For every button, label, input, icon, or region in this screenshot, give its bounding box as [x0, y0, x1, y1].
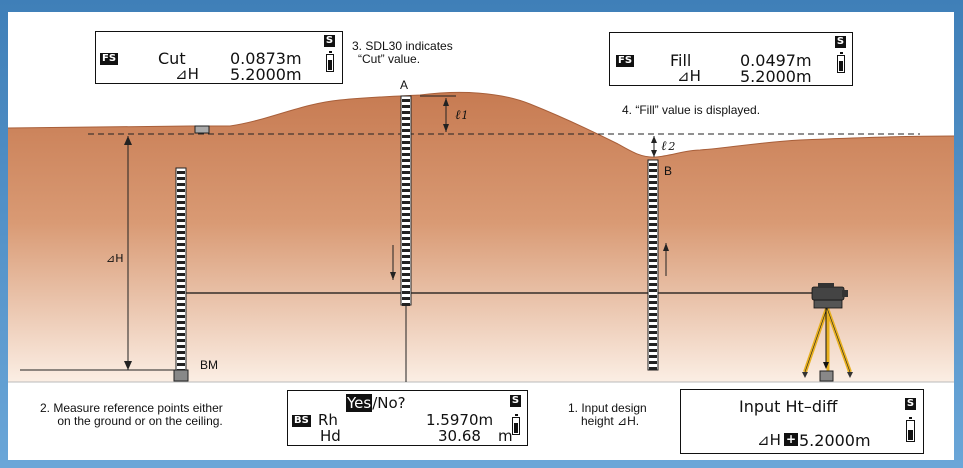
point-a-label: A [400, 78, 408, 92]
staff-b [647, 159, 659, 371]
dh-label: ⊿H [677, 67, 701, 85]
cut-label: Cut [158, 49, 186, 68]
rh-label: Rh [318, 411, 338, 429]
auto-level-on-tripod [802, 283, 853, 382]
bm-label: BM [200, 358, 218, 372]
battery-icon [326, 51, 334, 72]
input-title: Input Ht–diff [739, 397, 838, 416]
fill-value: 0.0497m [740, 51, 812, 70]
bm-block [173, 369, 189, 382]
dh-value: 5.2000m [740, 67, 812, 86]
cut-value: 0.0873m [230, 49, 302, 68]
ground-profile [8, 92, 954, 382]
reference-display: Yes/No? S BS Rh 1.5970m Hd 30.68 m [287, 390, 528, 446]
ground-surface-line [7, 91, 955, 158]
dh-input-value[interactable]: 5.2000m [799, 431, 871, 450]
status-indicator: S [324, 35, 335, 47]
fill-display: S FS Fill 0.0497m ⊿H 5.2000m [609, 32, 853, 86]
confirm-prompt: Yes/No? [346, 394, 406, 412]
staff-bm [175, 167, 187, 372]
hd-value: 30.68 [438, 427, 481, 445]
status-indicator: S [835, 36, 846, 48]
no-option[interactable]: /No? [372, 394, 406, 412]
dh-arrow-top [124, 136, 132, 145]
dh-label: ⊿H [757, 431, 781, 449]
sign-indicator[interactable]: + [784, 432, 799, 446]
dh-label: ⊿H [106, 252, 124, 265]
fill-label: Fill [670, 51, 692, 70]
yes-option[interactable]: Yes [346, 394, 373, 412]
status-indicator: S [510, 395, 521, 407]
fs-mode-tag: FS [100, 53, 119, 65]
hd-unit: m [498, 427, 513, 445]
staff-a [400, 95, 412, 306]
status-indicator: S [905, 398, 916, 410]
battery-icon [906, 417, 915, 442]
step3-note: 3. SDL30 indicates “Cut” value. [352, 39, 453, 66]
hd-label: Hd [320, 427, 341, 445]
step4-note: 4. “Fill” value is displayed. [622, 103, 761, 117]
l1-label: ℓ1 [455, 108, 468, 123]
rh-value: 1.5970m [426, 411, 494, 429]
battery-icon [512, 414, 520, 435]
input-display: Input Ht–diff S ⊿H + 5.2000m [680, 389, 924, 454]
point-b-label: B [664, 164, 672, 178]
dh-arrow-bottom [124, 361, 132, 370]
fs-mode-tag: FS [616, 55, 635, 67]
step1-note: 1. Input design height ⊿H. [568, 401, 647, 428]
step2-note: 2. Measure reference points either on th… [40, 401, 223, 428]
dh-value: 5.2000m [230, 65, 302, 84]
battery-icon [837, 52, 845, 73]
ground-marker [194, 125, 210, 134]
bs-mode-tag: BS [292, 415, 311, 427]
cut-display: S FS Cut 0.0873m ⊿H 5.2000m [95, 31, 343, 84]
dh-label: ⊿H [175, 65, 199, 83]
